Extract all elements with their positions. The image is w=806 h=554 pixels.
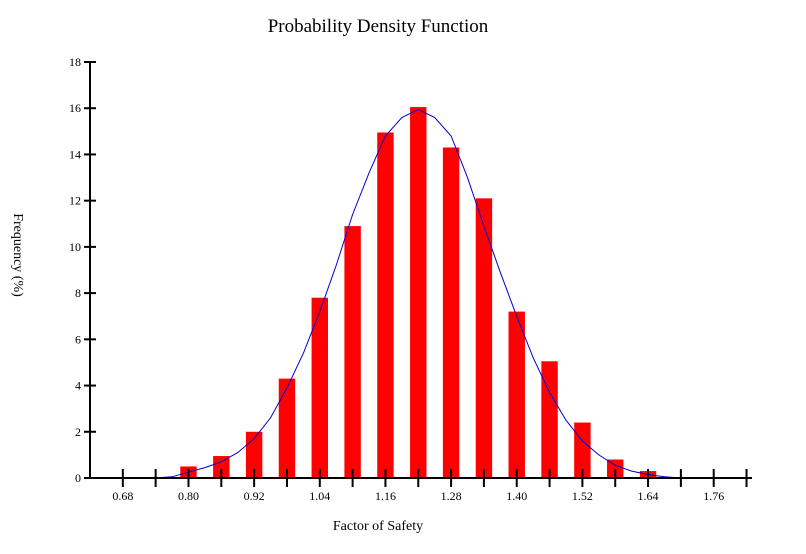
x-tick-label: 1.28 — [441, 489, 462, 503]
x-tick-label: 1.16 — [375, 489, 396, 503]
histogram-bar — [213, 456, 230, 478]
y-tick-label: 14 — [69, 147, 81, 161]
x-tick-label: 0.68 — [112, 489, 133, 503]
x-tick-label: 1.52 — [572, 489, 593, 503]
x-tick-label: 0.92 — [244, 489, 265, 503]
x-tick-label: 1.64 — [638, 489, 659, 503]
histogram-bar — [475, 198, 493, 478]
histogram-bar — [607, 459, 624, 478]
histogram-bar — [377, 132, 394, 478]
y-tick-label: 4 — [75, 379, 81, 393]
histogram-bar — [344, 226, 361, 478]
x-tick-label: 1.76 — [703, 489, 724, 503]
y-tick-label: 12 — [69, 194, 81, 208]
histogram-bar — [508, 311, 525, 478]
histogram-bar — [311, 297, 328, 478]
x-tick-label: 1.04 — [309, 489, 330, 503]
y-tick-label: 8 — [75, 286, 81, 300]
histogram-bar — [245, 431, 263, 478]
y-tick-label: 18 — [69, 55, 81, 69]
x-tick-label: 0.80 — [178, 489, 199, 503]
y-tick-label: 2 — [75, 425, 81, 439]
x-tick-label: 1.40 — [506, 489, 527, 503]
y-tick-label: 16 — [69, 101, 81, 115]
histogram-bar — [541, 361, 558, 478]
fitted-curve — [155, 108, 698, 479]
y-tick-label: 10 — [69, 240, 81, 254]
histogram-bar — [410, 107, 427, 479]
chart-title: Probability Density Function — [267, 16, 489, 37]
y-tick-label: 6 — [75, 332, 81, 346]
histogram-bar — [278, 378, 296, 478]
histogram-bar — [442, 147, 460, 478]
x-axis-label: Factor of Safety — [332, 519, 424, 534]
y-tick-label: 0 — [75, 471, 81, 485]
